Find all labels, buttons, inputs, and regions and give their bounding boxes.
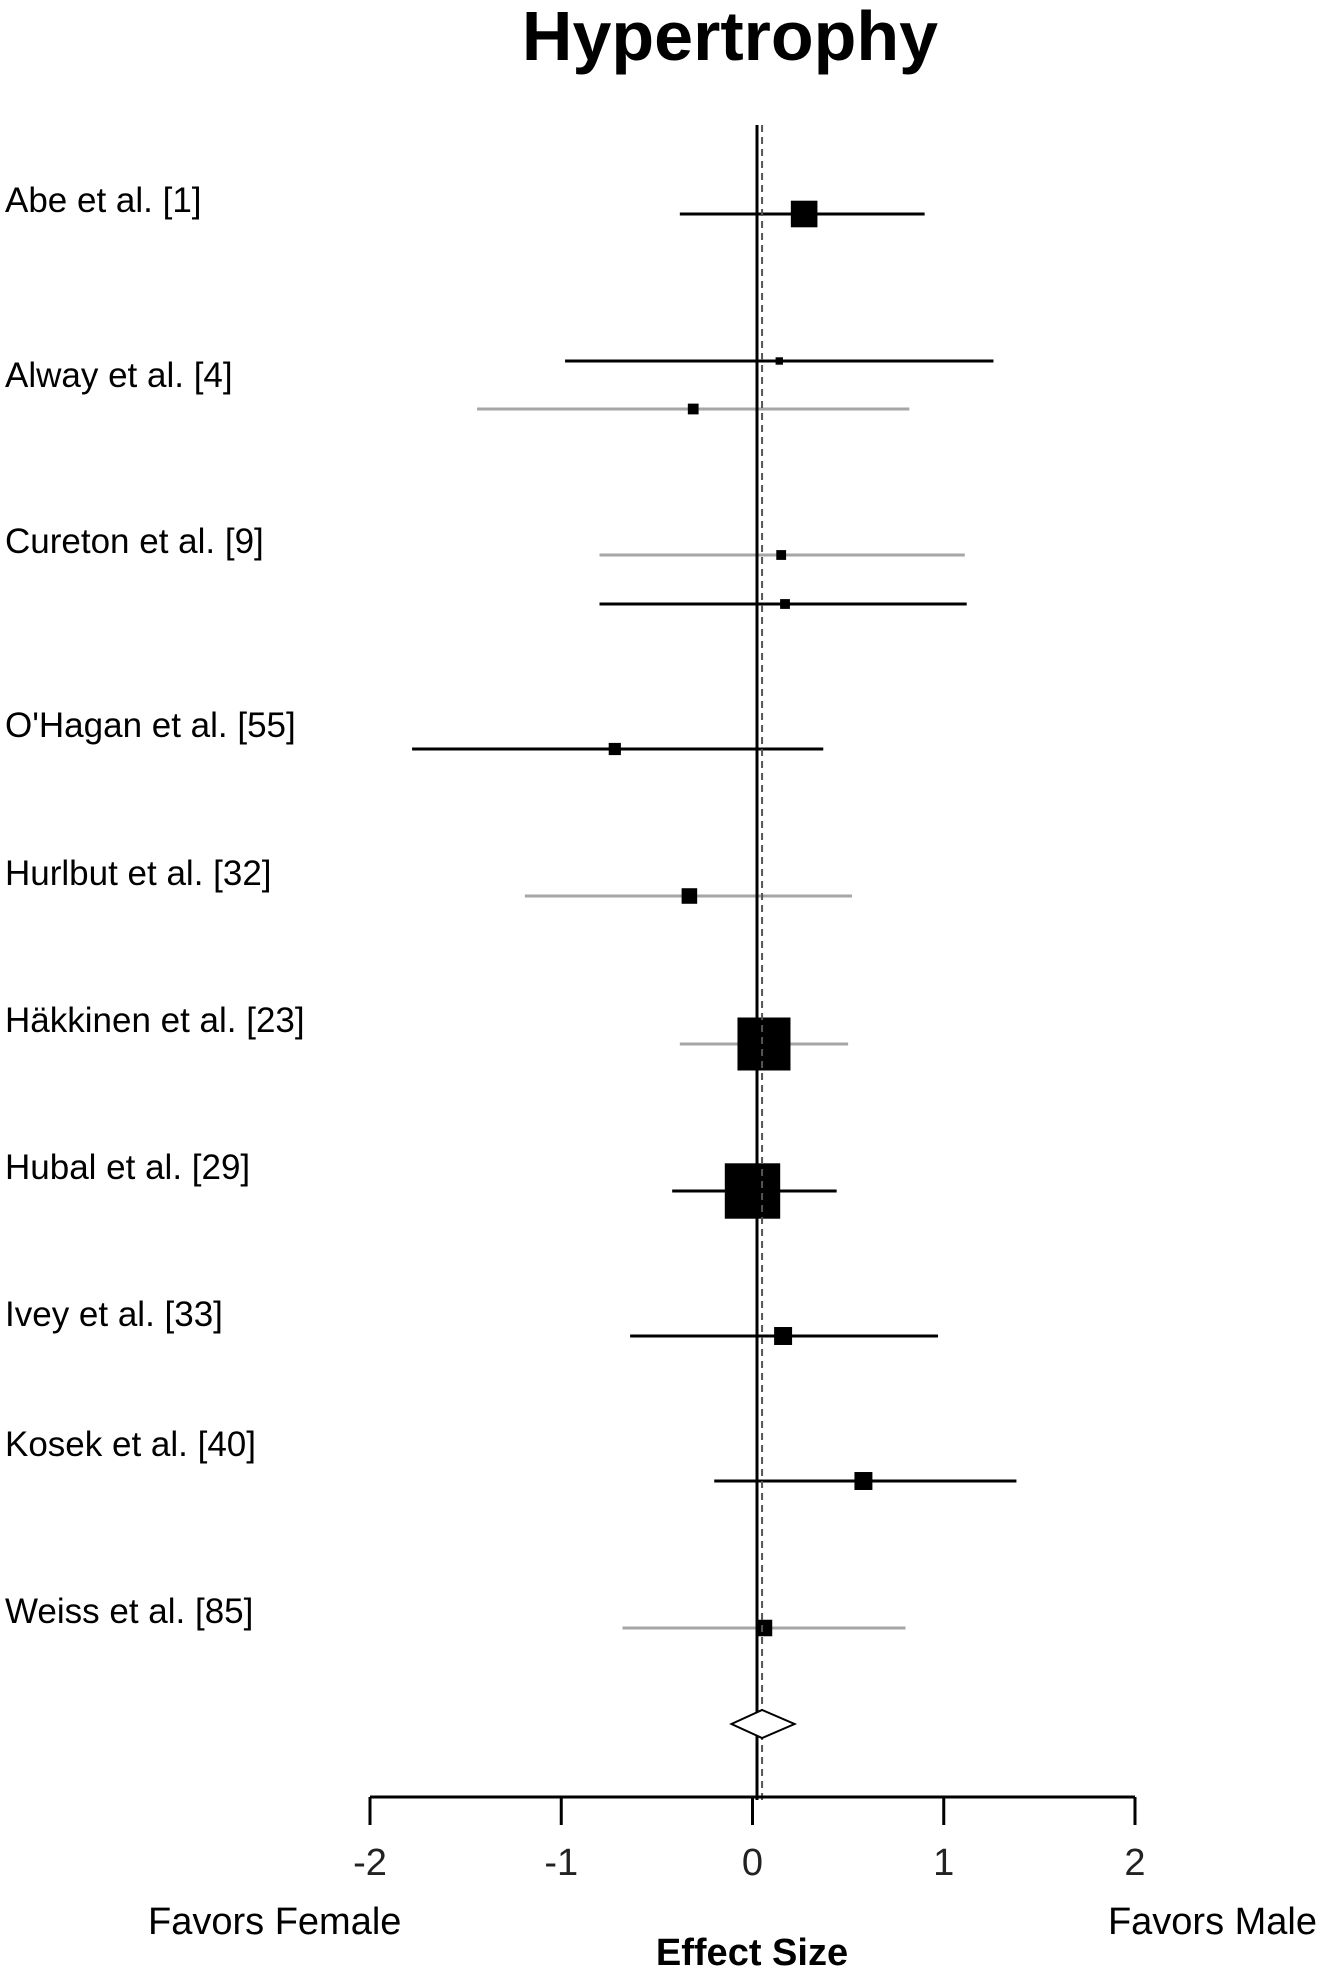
study-label: Kosek et al. [40] <box>5 1425 256 1464</box>
study-label: Weiss et al. [85] <box>5 1592 253 1631</box>
study-label: Alway et al. [4] <box>5 356 233 395</box>
effect-estimate-box <box>780 599 790 609</box>
effect-estimate-box <box>854 1472 873 1490</box>
x-axis-label: Effect Size <box>656 1932 848 1971</box>
effect-estimate-box <box>774 1327 793 1345</box>
study-label: O'Hagan et al. [55] <box>5 706 296 745</box>
pooled-estimate-diamond <box>729 1708 798 1740</box>
study-label: Cureton et al. [9] <box>5 522 264 561</box>
study-label: Häkkinen et al. [23] <box>5 1001 305 1040</box>
x-axis: -2 -1 0 1 2 <box>353 1795 1146 1884</box>
effect-estimate-box <box>724 1163 781 1219</box>
chart-title: Hypertrophy <box>522 0 938 75</box>
study-label: Hurlbut et al. [32] <box>5 854 272 893</box>
x-tick-label: 2 <box>1124 1842 1145 1884</box>
study-label: Ivey et al. [33] <box>5 1295 223 1334</box>
favors-male-label: Favors Male <box>1108 1901 1317 1943</box>
study-label: Hubal et al. [29] <box>5 1148 250 1187</box>
effect-estimate-box <box>775 357 783 365</box>
effect-estimate-box <box>681 888 698 904</box>
study-label: Abe et al. [1] <box>5 181 202 220</box>
favors-female-label: Favors Female <box>148 1901 401 1943</box>
x-tick-label: -2 <box>353 1842 387 1884</box>
study-marks <box>412 200 1017 1637</box>
effect-estimate-box <box>608 742 621 756</box>
study-labels: Abe et al. [1] Alway et al. [4] Cureton et… <box>5 181 305 1631</box>
effect-estimate-box <box>737 1017 791 1071</box>
effect-estimate-box <box>755 1619 773 1637</box>
x-tick-label: -1 <box>544 1842 578 1884</box>
x-tick-label: 1 <box>933 1842 954 1884</box>
x-tick-label: 0 <box>742 1842 763 1884</box>
effect-estimate-box <box>776 550 787 560</box>
effect-estimate-box <box>687 403 699 415</box>
effect-estimate-box <box>790 200 818 228</box>
